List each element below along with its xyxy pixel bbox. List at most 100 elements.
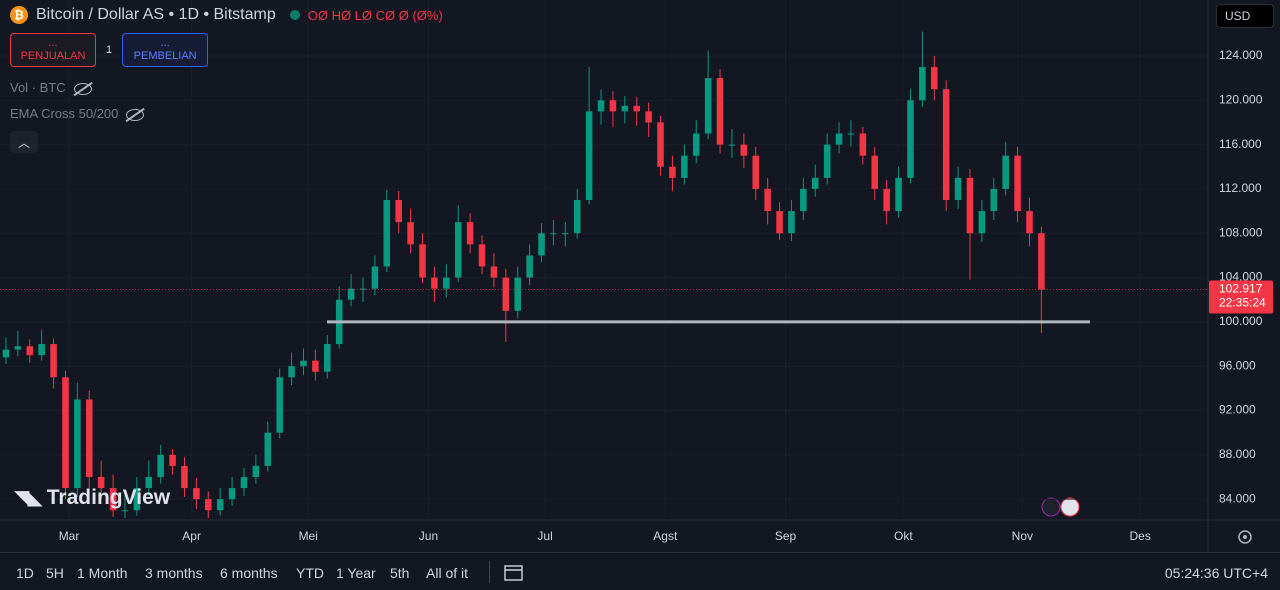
ohlc-values: OØ HØ LØ CØ Ø (Ø%) bbox=[307, 7, 443, 23]
candle-body bbox=[550, 233, 557, 235]
coin-icon: ₿ bbox=[10, 6, 28, 24]
candle-body bbox=[692, 133, 700, 156]
candle-body bbox=[407, 222, 414, 245]
candle-body bbox=[38, 344, 45, 356]
indicator[interactable]: EMA Cross 50/200 bbox=[10, 106, 145, 121]
grid bbox=[0, 0, 1208, 520]
y-tick-label: 96.000 bbox=[1219, 358, 1256, 372]
last-price-box bbox=[1209, 280, 1273, 314]
event-icon[interactable] bbox=[1060, 497, 1080, 517]
visibility-icon[interactable] bbox=[73, 82, 92, 95]
candle-body bbox=[776, 211, 783, 234]
candle-body bbox=[2, 349, 10, 358]
candle-body bbox=[788, 211, 795, 234]
candle-body bbox=[300, 360, 307, 367]
candle-body bbox=[169, 454, 176, 466]
x-tick-label: Jul bbox=[537, 529, 552, 543]
watermark: ◥◣ TradingView bbox=[14, 485, 170, 510]
candle-body bbox=[562, 233, 569, 235]
sell-label: PENJUALAN bbox=[20, 50, 86, 62]
y-tick-label: 100.000 bbox=[1219, 314, 1263, 328]
chart: 84.00088.00092.00096.000100.000104.00010… bbox=[0, 0, 1280, 552]
symbol[interactable]: Bitcoin / Dollar AS • 1D • Bitstamp bbox=[36, 6, 276, 23]
settings-icon[interactable] bbox=[1238, 530, 1252, 544]
candle-body bbox=[728, 144, 736, 146]
settings-gear[interactable] bbox=[1238, 530, 1252, 544]
candle-body bbox=[597, 100, 605, 112]
candle-body bbox=[645, 111, 652, 123]
indicator-name: Vol · BTC bbox=[10, 80, 66, 95]
range-button[interactable]: 3 months bbox=[145, 565, 203, 581]
candle-body bbox=[1014, 155, 1021, 212]
countdown: 22:35:24 bbox=[1219, 296, 1266, 310]
candle-body bbox=[395, 200, 402, 223]
candle-body bbox=[954, 177, 962, 200]
candle-body bbox=[740, 144, 748, 156]
candle-body bbox=[145, 477, 153, 489]
candle-body bbox=[490, 266, 498, 278]
candle-body bbox=[585, 111, 593, 200]
candle-body bbox=[681, 155, 688, 178]
calendar-frame bbox=[504, 565, 523, 581]
sell-button[interactable]: ... PENJUALAN bbox=[10, 33, 96, 67]
range-button[interactable]: 6 months bbox=[220, 565, 278, 581]
currency-select[interactable]: USD bbox=[1216, 4, 1274, 28]
candle-body bbox=[942, 89, 950, 200]
range-button[interactable]: YTD bbox=[296, 565, 324, 581]
watermark-text: TradingView bbox=[46, 485, 171, 509]
x-tick-label: Sep bbox=[775, 529, 797, 543]
candle-body bbox=[538, 233, 545, 256]
candles bbox=[2, 31, 1045, 519]
candle-body bbox=[752, 155, 760, 189]
range-button[interactable]: 1 Month bbox=[77, 565, 128, 581]
collapse-button[interactable]: ︿ bbox=[10, 131, 38, 153]
candle-body bbox=[133, 488, 141, 511]
separator bbox=[489, 561, 490, 583]
candle-body bbox=[764, 188, 771, 212]
range-button[interactable]: 5th bbox=[390, 565, 410, 581]
candle-body bbox=[74, 399, 81, 489]
event-icon[interactable] bbox=[1041, 497, 1061, 517]
range-button[interactable]: 1 Year bbox=[336, 565, 376, 581]
candle-body bbox=[669, 166, 676, 178]
candle-body bbox=[633, 105, 641, 112]
y-tick-label: 112.000 bbox=[1219, 181, 1262, 195]
x-tick-label: Agst bbox=[653, 529, 678, 543]
candle-body bbox=[609, 100, 617, 112]
candle-body bbox=[288, 366, 295, 378]
candle-body bbox=[14, 346, 22, 350]
candle-body bbox=[573, 200, 581, 234]
candle-body bbox=[1038, 233, 1045, 290]
quantity: 1 bbox=[106, 44, 113, 56]
candle-body bbox=[930, 67, 938, 90]
range-button[interactable]: 1D bbox=[16, 565, 34, 581]
candle-body bbox=[716, 78, 724, 145]
candle-body bbox=[621, 105, 629, 112]
candle-body bbox=[121, 510, 129, 512]
visibility-icon[interactable] bbox=[126, 108, 145, 121]
event-icons[interactable] bbox=[1041, 497, 1080, 517]
range-button[interactable]: 5H bbox=[46, 565, 64, 581]
watermark-logo: ◥◣ bbox=[14, 487, 43, 509]
last-price-label: 102.917 bbox=[1219, 282, 1263, 296]
y-tick-label: 92.000 bbox=[1219, 403, 1256, 417]
date-range-icon[interactable] bbox=[503, 562, 525, 582]
candle-body bbox=[811, 177, 819, 189]
indicator[interactable]: Vol · BTC bbox=[10, 80, 92, 95]
trade-buttons: ... PENJUALAN 1 ... PEMBELIAN bbox=[10, 33, 209, 67]
candle-body bbox=[419, 244, 426, 278]
candle-body bbox=[514, 277, 521, 311]
candle-body bbox=[895, 177, 902, 212]
range-button[interactable]: All of it bbox=[426, 565, 469, 581]
candle-body bbox=[871, 155, 879, 189]
candle-body bbox=[1002, 155, 1009, 189]
candle-body bbox=[193, 488, 200, 500]
x-tick-label: Apr bbox=[182, 529, 201, 543]
buy-label: PEMBELIAN bbox=[133, 50, 197, 62]
settings-hub bbox=[1243, 535, 1247, 539]
candle-body bbox=[276, 377, 283, 433]
buy-button[interactable]: ... PEMBELIAN bbox=[122, 33, 209, 67]
y-tick-label: 88.000 bbox=[1219, 447, 1256, 461]
sell-price: ... bbox=[48, 37, 58, 49]
candle-body bbox=[216, 499, 224, 511]
